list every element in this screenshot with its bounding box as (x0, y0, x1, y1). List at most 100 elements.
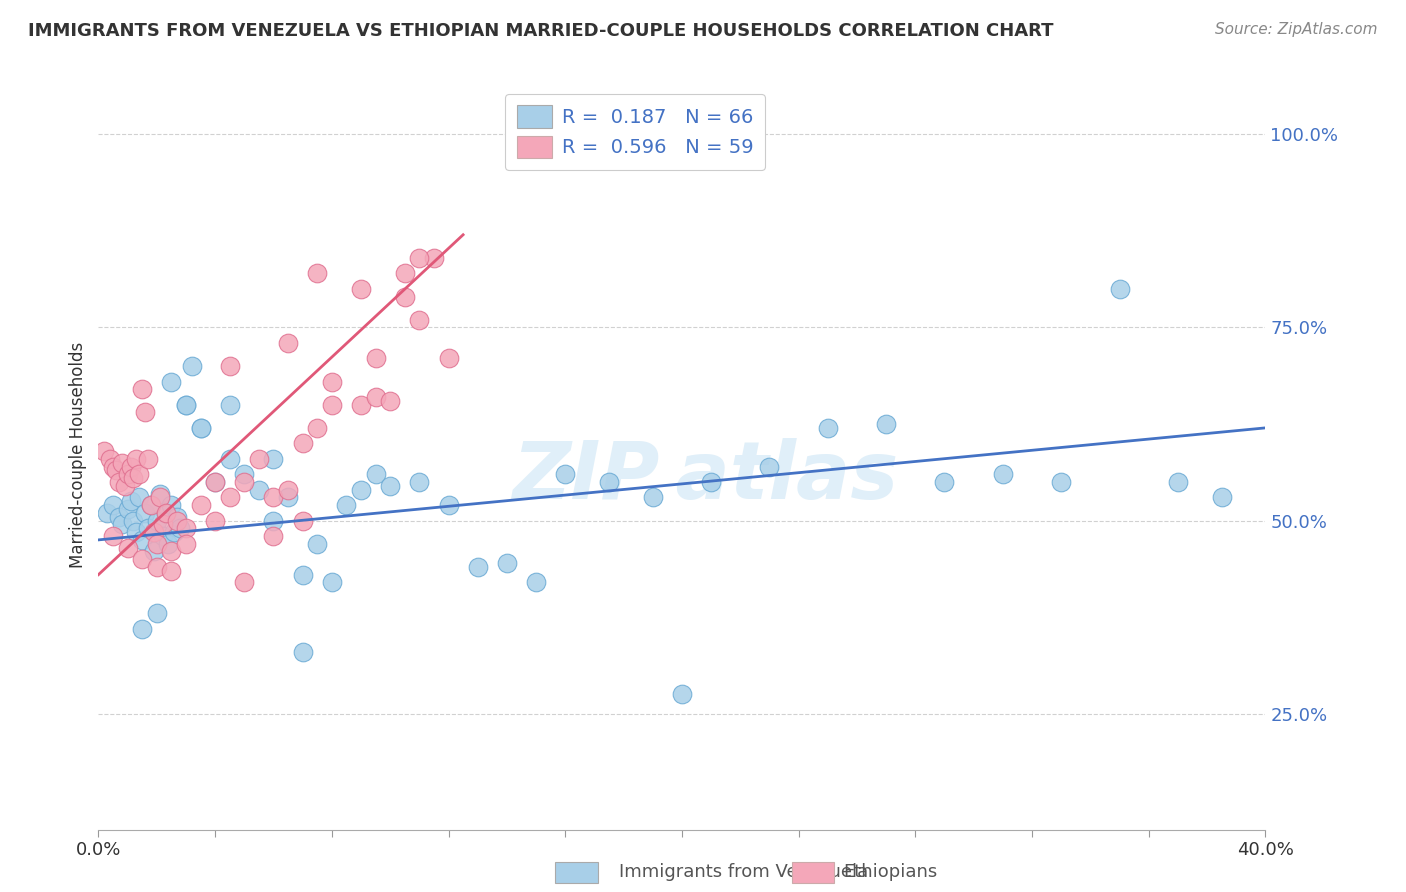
Point (291, 645, 314, 659)
Point (146, 537, 169, 551)
Point (408, 475, 430, 489)
Point (350, 282, 373, 296)
Point (174, 521, 197, 535)
Point (380, 479, 402, 493)
Point (134, 405, 156, 419)
Point (204, 475, 226, 489)
Point (117, 502, 139, 516)
Point (496, 556, 519, 570)
Point (291, 436, 314, 450)
Point (125, 451, 148, 466)
Point (146, 560, 169, 574)
Point (437, 351, 460, 366)
Point (166, 509, 188, 524)
Point (437, 498, 460, 512)
Point (364, 390, 387, 404)
Point (218, 398, 240, 412)
Point (934, 475, 956, 489)
Point (160, 498, 183, 512)
Point (190, 498, 212, 512)
Point (174, 537, 197, 551)
Point (1167, 475, 1189, 489)
Point (350, 483, 373, 497)
Point (149, 486, 172, 500)
Point (142, 525, 165, 540)
Point (114, 479, 136, 493)
Point (307, 537, 329, 551)
Point (247, 451, 270, 466)
Point (152, 517, 174, 532)
Point (163, 525, 186, 540)
Point (758, 459, 780, 474)
Point (146, 607, 169, 621)
Text: IMMIGRANTS FROM VENEZUELA VS ETHIOPIAN MARRIED-COUPLE HOUSEHOLDS CORRELATION CHA: IMMIGRANTS FROM VENEZUELA VS ETHIOPIAN M… (28, 22, 1053, 40)
Point (335, 498, 357, 512)
Point (321, 375, 343, 389)
Point (700, 475, 723, 489)
Point (136, 451, 159, 466)
Point (131, 622, 153, 636)
Point (160, 375, 183, 389)
Point (128, 467, 150, 482)
Point (108, 509, 131, 524)
Point (277, 483, 299, 497)
Text: ZIP atlas: ZIP atlas (512, 438, 898, 516)
Point (122, 514, 145, 528)
Point (160, 544, 183, 558)
Point (128, 491, 150, 505)
Point (394, 289, 416, 303)
Point (598, 475, 620, 489)
Point (155, 506, 177, 520)
Point (277, 335, 299, 350)
Point (204, 514, 226, 528)
Point (120, 459, 142, 474)
Point (139, 498, 162, 512)
Point (233, 467, 256, 482)
Point (190, 421, 212, 435)
Point (117, 541, 139, 555)
Point (204, 475, 226, 489)
Y-axis label: Married-couple Households: Married-couple Households (69, 342, 87, 568)
Point (364, 467, 387, 482)
Point (136, 521, 159, 535)
Point (125, 525, 148, 540)
Point (131, 552, 153, 566)
Point (467, 560, 489, 574)
Point (101, 529, 124, 543)
Point (155, 506, 177, 520)
Point (166, 514, 188, 528)
Point (160, 564, 183, 578)
Point (139, 498, 162, 512)
Point (218, 451, 240, 466)
Point (408, 312, 430, 326)
Text: Ethiopians: Ethiopians (844, 863, 938, 881)
Point (1050, 475, 1073, 489)
Point (96, 506, 118, 520)
Text: Immigrants from Venezuela: Immigrants from Venezuela (619, 863, 868, 881)
Point (991, 467, 1014, 482)
Point (263, 514, 285, 528)
Point (174, 398, 197, 412)
Point (423, 251, 446, 265)
Point (142, 544, 165, 558)
Point (233, 475, 256, 489)
Point (291, 514, 314, 528)
Point (134, 506, 156, 520)
Point (190, 421, 212, 435)
Point (218, 491, 240, 505)
Legend: R =  0.187   N = 66, R =  0.596   N = 59: R = 0.187 N = 66, R = 0.596 N = 59 (505, 94, 765, 169)
Point (263, 529, 285, 543)
Point (1108, 282, 1130, 296)
Point (120, 494, 142, 508)
Point (101, 459, 124, 474)
Point (146, 514, 169, 528)
Point (307, 421, 329, 435)
Point (157, 537, 180, 551)
Point (93, 444, 115, 458)
Point (524, 575, 547, 590)
Point (131, 533, 153, 547)
Point (247, 483, 270, 497)
Point (641, 491, 664, 505)
Point (149, 491, 172, 505)
Text: Source: ZipAtlas.com: Source: ZipAtlas.com (1215, 22, 1378, 37)
